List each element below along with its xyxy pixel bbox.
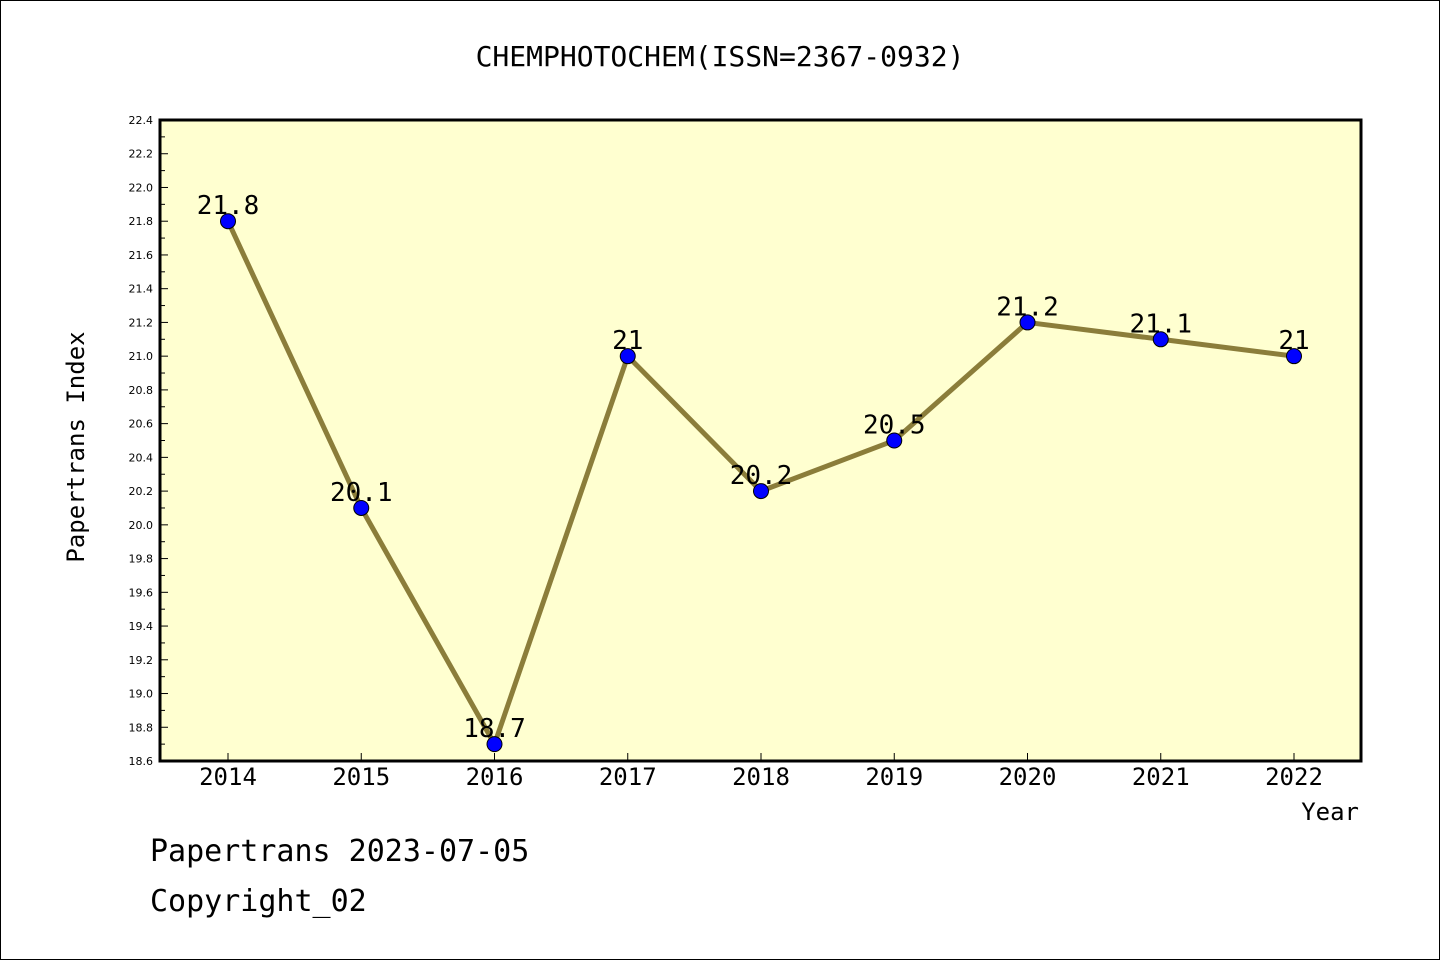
data-label: 21 (612, 326, 643, 356)
x-axis: 2014 2015 2016 2017 2018 2019 2020 2021 2022 (199, 753, 1323, 791)
x-axis-label: Year (1301, 798, 1359, 826)
y-tick-label: 22.0 (129, 181, 154, 194)
y-tick-label: 19.4 (129, 620, 154, 633)
y-tick-label: 22.4 (129, 114, 154, 127)
footer-source: Papertrans 2023-07-05 (150, 834, 530, 869)
y-tick-label: 21.2 (129, 316, 154, 329)
y-tick-label: 20.2 (129, 485, 154, 498)
data-label: 21.2 (996, 292, 1059, 322)
y-tick-label: 21.8 (129, 215, 154, 228)
y-tick-label: 20.6 (129, 418, 154, 431)
y-tick-label: 21.0 (129, 350, 154, 363)
x-tick-label: 2019 (865, 763, 923, 791)
x-tick-label: 2021 (1132, 763, 1190, 791)
y-tick-label: 22.2 (129, 148, 154, 161)
data-label: 20.2 (730, 461, 793, 491)
data-label: 21.1 (1129, 309, 1192, 339)
y-tick-label: 21.4 (129, 283, 154, 296)
data-point (619, 348, 636, 365)
data-label: 18.7 (463, 714, 526, 744)
data-label: 21.8 (197, 191, 260, 221)
y-axis: 18.6 18.8 19.0 19.2 19.4 19.6 19.8 20.0 20.2 20.4… (129, 114, 168, 768)
data-point (1152, 331, 1169, 348)
y-tick-label: 18.6 (129, 755, 154, 768)
marker-group (220, 213, 1302, 753)
data-point (886, 432, 903, 449)
data-point (486, 736, 503, 753)
data-label: 20.1 (330, 478, 393, 508)
plot-area (158, 118, 1363, 763)
data-label-group: 21.8 20.1 18.7 21 20.2 20.5 21.2 21.1 21 (197, 191, 1310, 744)
chart-title: CHEMPHOTOCHEM(ISSN=2367-0932) (476, 40, 965, 73)
y-axis-label: Papertrans Index (62, 331, 90, 562)
y-tick-label: 19.0 (129, 688, 154, 701)
y-tick-label: 19.8 (129, 553, 154, 566)
y-tick-label: 21.6 (129, 249, 154, 262)
data-label: 20.5 (863, 411, 926, 441)
x-tick-label: 2015 (332, 763, 390, 791)
y-tick-label: 19.2 (129, 654, 154, 667)
y-tick-label: 19.6 (129, 586, 154, 599)
x-tick-label: 2016 (466, 763, 524, 791)
x-tick-label: 2017 (599, 763, 657, 791)
data-point (1286, 348, 1302, 365)
data-point (1019, 314, 1036, 331)
x-tick-label: 2020 (999, 763, 1057, 791)
x-tick-label: 2018 (732, 763, 790, 791)
x-tick-label: 2022 (1265, 763, 1323, 791)
data-label: 21 (1278, 326, 1309, 356)
data-point (753, 483, 769, 500)
y-tick-label: 20.0 (129, 519, 154, 532)
footer-copyright: Copyright_02 (150, 884, 367, 919)
y-tick-label: 20.4 (129, 451, 154, 464)
x-tick-label: 2014 (199, 763, 257, 791)
data-point (220, 213, 236, 230)
data-point (353, 499, 370, 516)
y-tick-label: 18.8 (129, 721, 154, 734)
y-tick-label: 20.8 (129, 384, 154, 397)
